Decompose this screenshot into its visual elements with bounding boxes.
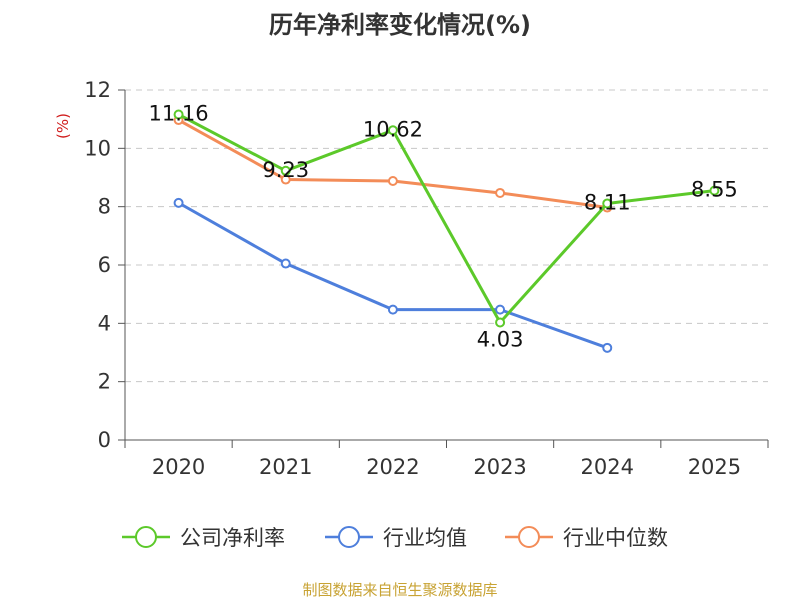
legend-label-0: 公司净利率 [180, 526, 285, 550]
series-0-point-2025 [709, 185, 720, 196]
series-0-point-2024 [602, 198, 613, 209]
x-tick-label-2020: 2020 [152, 455, 205, 479]
y-tick-label-10: 10 [84, 136, 111, 160]
y-tick-label-0: 0 [98, 428, 111, 452]
series-1-point-2024 [602, 342, 613, 353]
data-label-2023: 4.03 [477, 327, 524, 351]
data-label-2024: 8.11 [584, 190, 631, 214]
series-lines [173, 109, 720, 353]
data-label-2020: 11.16 [149, 102, 209, 126]
series-0-point-2020 [173, 109, 184, 120]
series-1-point-2022 [387, 304, 398, 315]
data-label-2025: 8.55 [691, 178, 738, 202]
legend-item-1[interactable]: 行业均值 [325, 526, 467, 550]
grid-lines [125, 89, 768, 383]
legend[interactable]: 公司净利率 行业均值 行业中位数 [122, 526, 668, 550]
data-labels: 11.16 9.23 10.62 4.03 8.11 8.55 [149, 102, 738, 352]
data-label-2021: 9.23 [262, 158, 309, 182]
series-1-point-2020 [173, 197, 184, 208]
legend-item-0[interactable]: 公司净利率 [122, 526, 285, 550]
series-0-point-2022 [387, 125, 398, 136]
legend-item-2[interactable]: 行业中位数 [505, 526, 668, 550]
chart-title: 历年净利率变化情况(%) [269, 11, 531, 39]
series-2-point-2022 [387, 176, 398, 186]
legend-marker-2 [518, 526, 540, 548]
x-tick-label-2022: 2022 [366, 455, 419, 479]
y-tick-label-8: 8 [98, 195, 111, 219]
series-0-point-2021 [280, 165, 291, 176]
x-tick-label-2023: 2023 [473, 455, 526, 479]
y-tick-label-2: 2 [98, 370, 111, 394]
legend-label-1: 行业均值 [383, 526, 467, 550]
source-note: 制图数据来自恒生聚源数据库 [302, 581, 497, 599]
axes: 0 2 4 6 8 10 12 2020 2021 2022 2023 2024 2025 [84, 78, 769, 479]
y-axis-unit: (%) [54, 113, 72, 139]
x-tick-label-2024: 2024 [581, 455, 634, 479]
series-line-0 [177, 113, 715, 324]
y-tick-label-12: 12 [84, 78, 111, 102]
series-1-point-2021 [280, 258, 291, 269]
series-1-point-2023 [495, 304, 506, 315]
data-label-2022: 10.62 [363, 117, 423, 141]
x-tick-label-2021: 2021 [259, 455, 312, 479]
legend-marker-0 [135, 526, 157, 548]
legend-marker-1 [338, 526, 360, 548]
y-tick-label-4: 4 [98, 311, 111, 335]
y-tick-label-6: 6 [98, 253, 111, 277]
legend-label-2: 行业中位数 [563, 526, 668, 550]
series-2-point-2023 [495, 187, 506, 198]
x-tick-label-2025: 2025 [688, 455, 741, 479]
series-0-point-2023 [495, 317, 506, 328]
